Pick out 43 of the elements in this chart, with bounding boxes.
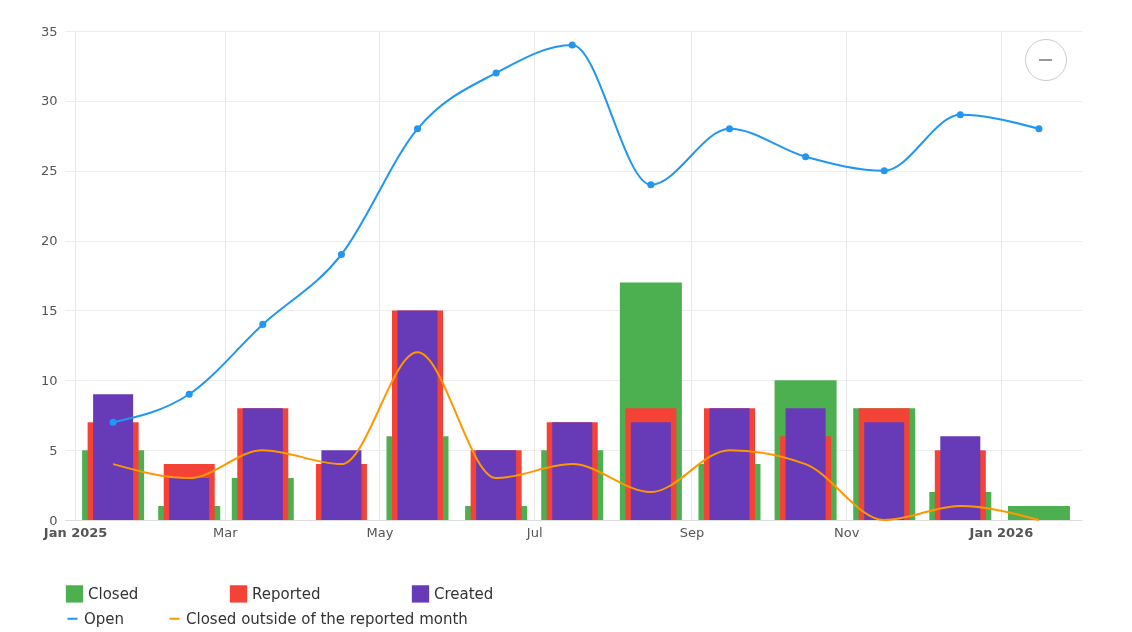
x-tick-label: Nov: [833, 524, 860, 540]
y-tick-label: 15: [40, 302, 58, 318]
y-tick-label: 25: [40, 163, 58, 179]
point: [492, 69, 500, 77]
point: [413, 125, 422, 133]
bar: [321, 450, 362, 520]
y-tick-label: 30: [40, 93, 58, 109]
legend-label: Reported: [252, 584, 321, 603]
bar: [940, 436, 981, 520]
point: [647, 181, 655, 189]
point: [109, 418, 117, 426]
legend-label: Open: [84, 609, 125, 628]
x-tick-label: Jan 2026: [968, 524, 1034, 540]
point: [337, 251, 345, 259]
legend-label: Closed outside of the reported month: [186, 609, 468, 628]
legend-label: Created: [434, 584, 494, 603]
point: [568, 41, 576, 49]
bar: [93, 394, 134, 520]
bar: [1007, 506, 1070, 520]
y-tick-label: 20: [40, 233, 58, 249]
x-tick-label: Mar: [212, 524, 239, 540]
x-tick-label: Jul: [525, 524, 543, 540]
bar: [785, 408, 826, 520]
point: [956, 111, 964, 119]
bar: [169, 478, 210, 520]
bar: [630, 422, 671, 520]
y-tick-label: 10: [40, 372, 58, 388]
point: [259, 320, 267, 328]
y-tick-label: 5: [49, 442, 58, 458]
point: [880, 167, 888, 175]
y-tick-label: 35: [40, 23, 58, 39]
point: [185, 390, 193, 398]
bar: [864, 422, 905, 520]
x-tick-label: May: [366, 524, 394, 540]
x-tick-label: Sep: [679, 524, 705, 540]
point: [725, 125, 734, 133]
line-series: [112, 351, 1040, 521]
bar: [476, 450, 517, 520]
point: [802, 153, 810, 161]
legend-label: Closed: [88, 584, 139, 603]
point: [1035, 125, 1043, 133]
bar: [242, 408, 283, 520]
bar: [552, 422, 593, 520]
